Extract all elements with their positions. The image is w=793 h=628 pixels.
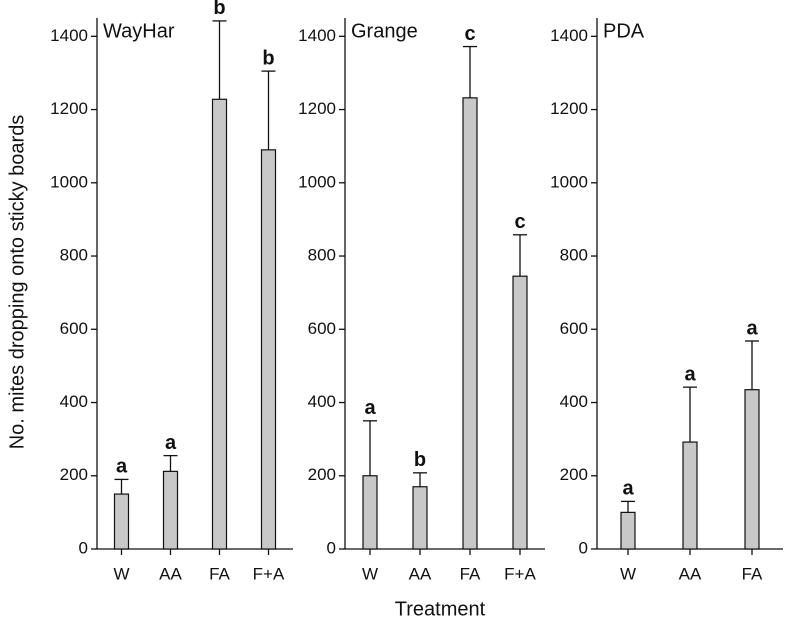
bar — [162, 470, 179, 550]
bar — [412, 486, 428, 550]
y-tick-label: 600 — [308, 319, 336, 338]
y-tick-label: 1000 — [298, 172, 336, 191]
x-tick-label: FA — [209, 564, 230, 583]
bar — [362, 475, 378, 550]
y-tick-label: 200 — [560, 465, 588, 484]
y-tick-label: 1400 — [298, 26, 336, 45]
significance-letter: a — [746, 317, 758, 339]
y-tick-label: 800 — [60, 246, 88, 265]
y-tick-label: 800 — [560, 246, 588, 265]
significance-letter: b — [414, 449, 426, 471]
x-tick-label: F+A — [253, 564, 285, 583]
y-tick-label: 0 — [327, 538, 336, 557]
x-axis-label: Treatment — [395, 598, 486, 620]
y-tick-label: 1400 — [50, 26, 88, 45]
y-tick-label: 0 — [579, 538, 588, 557]
x-tick-label: F+A — [504, 564, 536, 583]
significance-letter: a — [684, 363, 696, 385]
x-tick-label: AA — [679, 564, 702, 583]
y-axis-label: No. mites dropping onto sticky boards — [6, 115, 28, 450]
y-tick-label: 0 — [79, 538, 88, 557]
bar — [260, 149, 277, 550]
x-tick-label: W — [620, 564, 636, 583]
x-tick-label: W — [362, 564, 378, 583]
bar — [512, 275, 528, 550]
significance-letter: b — [213, 0, 225, 19]
significance-letter: a — [622, 478, 634, 500]
y-tick-label: 600 — [60, 319, 88, 338]
y-tick-label: 400 — [560, 392, 588, 411]
y-tick-label: 400 — [60, 392, 88, 411]
panel-title: Grange — [351, 20, 418, 42]
y-tick-label: 200 — [308, 465, 336, 484]
significance-letter: c — [464, 23, 475, 45]
bar — [211, 98, 228, 550]
bar — [682, 441, 698, 550]
bar — [620, 511, 636, 550]
bar — [113, 493, 130, 550]
panel-title: WayHar — [103, 20, 175, 42]
y-tick-label: 600 — [560, 319, 588, 338]
significance-letter: a — [116, 456, 128, 478]
y-tick-label: 200 — [60, 465, 88, 484]
significance-letter: a — [165, 432, 177, 454]
y-tick-label: 1400 — [550, 26, 588, 45]
significance-letter: b — [262, 47, 274, 69]
y-tick-label: 1000 — [50, 172, 88, 191]
x-tick-label: FA — [742, 564, 763, 583]
x-tick-label: AA — [409, 564, 432, 583]
bar — [462, 97, 478, 550]
x-tick-label: AA — [159, 564, 182, 583]
x-tick-label: FA — [460, 564, 481, 583]
significance-letter: a — [364, 397, 376, 419]
y-tick-label: 1200 — [298, 99, 336, 118]
x-tick-label: W — [113, 564, 129, 583]
y-tick-label: 1200 — [50, 99, 88, 118]
y-tick-label: 400 — [308, 392, 336, 411]
y-tick-label: 800 — [308, 246, 336, 265]
bar — [744, 389, 760, 550]
panel-title: PDA — [603, 20, 645, 42]
significance-letter: c — [514, 211, 525, 233]
y-tick-label: 1200 — [550, 99, 588, 118]
y-tick-label: 1000 — [550, 172, 588, 191]
